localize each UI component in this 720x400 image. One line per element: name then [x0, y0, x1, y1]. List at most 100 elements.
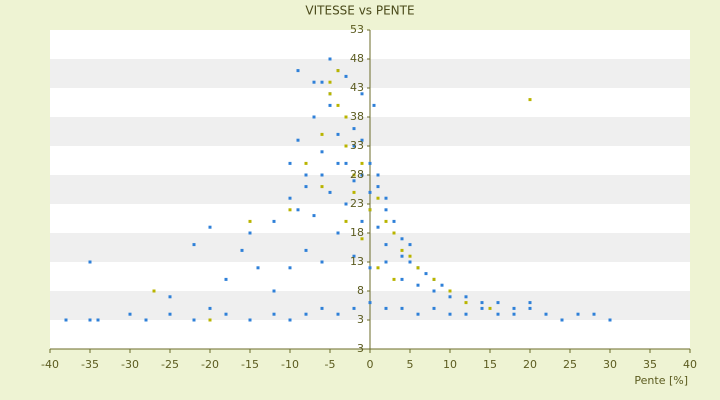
point [544, 312, 548, 316]
point [368, 161, 372, 165]
point [336, 132, 340, 136]
point [352, 306, 356, 310]
point [384, 306, 388, 310]
point [168, 312, 172, 316]
chart-title: VITESSE vs PENTE [305, 4, 414, 18]
point [432, 277, 436, 281]
point [592, 312, 596, 316]
point [328, 92, 332, 96]
point [360, 161, 364, 165]
point [360, 173, 364, 177]
point [400, 237, 404, 241]
y-tick-label: 13 [350, 255, 364, 268]
point [368, 266, 372, 270]
point [344, 74, 348, 78]
x-tick-label: -35 [81, 358, 99, 371]
point [416, 283, 420, 287]
point [272, 219, 276, 223]
point [528, 306, 532, 310]
point [360, 219, 364, 223]
point [328, 80, 332, 84]
point [368, 301, 372, 305]
point [328, 103, 332, 107]
point [304, 173, 308, 177]
x-tick-label: -40 [41, 358, 59, 371]
point [512, 312, 516, 316]
point [88, 260, 92, 264]
point [352, 144, 356, 148]
x-tick-label: 25 [563, 358, 577, 371]
point [240, 248, 244, 252]
point [288, 266, 292, 270]
point [464, 295, 468, 299]
point [352, 254, 356, 258]
point [576, 312, 580, 316]
point [344, 144, 348, 148]
point [304, 312, 308, 316]
point [320, 80, 324, 84]
x-tick-label: 35 [643, 358, 657, 371]
point [384, 208, 388, 212]
point [304, 185, 308, 189]
point [248, 219, 252, 223]
point [408, 260, 412, 264]
point [288, 196, 292, 200]
point [272, 289, 276, 293]
point [288, 208, 292, 212]
x-tick-label: -10 [281, 358, 299, 371]
point [448, 312, 452, 316]
x-tick-label: -30 [121, 358, 139, 371]
point [168, 295, 172, 299]
point [488, 306, 492, 310]
y-tick-label: 53 [350, 23, 364, 36]
point [376, 185, 380, 189]
y-tick-label: 43 [350, 81, 364, 94]
point [496, 301, 500, 305]
y-tick-label: 18 [350, 226, 364, 239]
point [384, 219, 388, 223]
point [352, 173, 356, 177]
x-tick-label: 5 [407, 358, 414, 371]
point [208, 318, 212, 322]
point [360, 138, 364, 142]
x-tick-label: 10 [443, 358, 457, 371]
point [64, 318, 68, 322]
point [312, 80, 316, 84]
point [384, 243, 388, 247]
point [408, 254, 412, 258]
point [376, 225, 380, 229]
point [336, 231, 340, 235]
point [448, 289, 452, 293]
x-tick-label: -25 [161, 358, 179, 371]
point [368, 208, 372, 212]
point [400, 306, 404, 310]
point [336, 312, 340, 316]
point [400, 277, 404, 281]
point [320, 260, 324, 264]
point [376, 266, 380, 270]
point [320, 150, 324, 154]
point [372, 103, 376, 107]
y-tick-label: 23 [350, 197, 364, 210]
point [272, 312, 276, 316]
point [360, 237, 364, 241]
point [440, 283, 444, 287]
point [296, 138, 300, 142]
point [400, 254, 404, 258]
point [88, 318, 92, 322]
point [336, 161, 340, 165]
point [336, 103, 340, 107]
point [368, 190, 372, 194]
point [296, 208, 300, 212]
point [528, 98, 532, 102]
y-tick-label: 38 [350, 110, 364, 123]
point [224, 277, 228, 281]
point [408, 243, 412, 247]
point [312, 115, 316, 119]
point [320, 306, 324, 310]
point [208, 306, 212, 310]
point [304, 161, 308, 165]
point [320, 185, 324, 189]
point [336, 69, 340, 73]
point [288, 161, 292, 165]
